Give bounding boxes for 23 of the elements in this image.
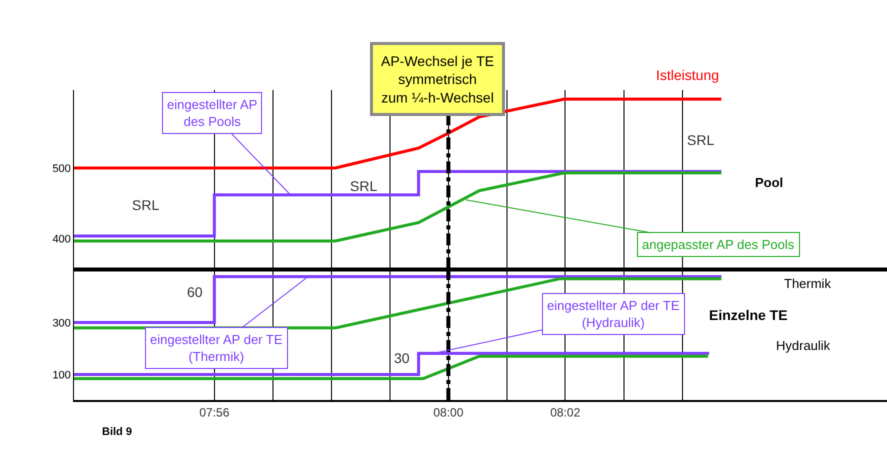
text: Bild 9 <box>102 426 132 438</box>
annotation: angepasster AP des Pools <box>642 237 795 252</box>
y-tick-label: 100 <box>52 369 71 382</box>
annotation: eingestellter AP der TE (Thermik) <box>150 332 283 364</box>
annotation: 30 <box>394 350 410 366</box>
annotation: eingestellter AP des Pools <box>167 97 258 129</box>
x-tick-label: 08:00 <box>433 405 464 420</box>
annotation: Einzelne TE <box>709 307 788 323</box>
annotation: SRL <box>350 178 378 194</box>
annotation: SRL <box>132 197 160 213</box>
y-tick-label: 500 <box>52 162 71 175</box>
y-tick-label: 300 <box>52 317 71 330</box>
series-label: Istleistung <box>656 67 720 83</box>
annotation: Hydraulik <box>776 338 831 353</box>
annotation: eingestellter AP der TE (Hydraulik) <box>547 298 680 330</box>
x-tick-label: 08:02 <box>550 405 581 420</box>
annotation: 60 <box>187 284 203 300</box>
annotation: Pool <box>755 175 784 190</box>
annotation: SRL <box>687 132 714 148</box>
y-tick-label: 400 <box>52 234 71 246</box>
annotation: Thermik <box>784 276 832 291</box>
chart-title: AP-Wechsel je TE symmetrisch zum ¼-h-Wechsel <box>381 53 494 106</box>
x-tick-label: 07:56 <box>199 405 230 420</box>
